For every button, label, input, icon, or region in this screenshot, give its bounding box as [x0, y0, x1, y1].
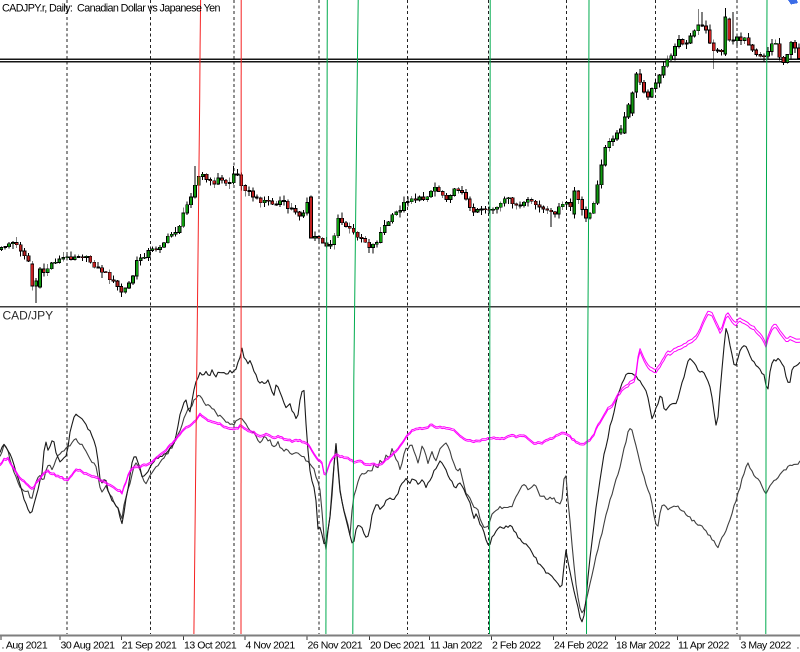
svg-text:24 Feb 2022: 24 Feb 2022	[554, 640, 609, 652]
svg-text:20 Dec 2021: 20 Dec 2021	[370, 640, 425, 652]
svg-text:3 May 2022: 3 May 2022	[741, 640, 792, 652]
svg-text:2 Feb 2022: 2 Feb 2022	[492, 640, 541, 652]
svg-text:.: .	[797, 640, 799, 652]
svg-text:CADJPY.r, Daily: Canadian Dol: CADJPY.r, Daily: Canadian Dollar vs Japa…	[2, 3, 221, 15]
svg-text:13 Oct 2021: 13 Oct 2021	[184, 640, 237, 652]
svg-text:4 Nov 2021: 4 Nov 2021	[246, 640, 296, 652]
svg-text:. Aug 2021: . Aug 2021	[2, 640, 48, 652]
svg-text:11 Apr 2022: 11 Apr 2022	[678, 640, 730, 652]
svg-text:26 Nov 2021: 26 Nov 2021	[308, 640, 363, 652]
svg-text:30 Aug 2021: 30 Aug 2021	[61, 640, 116, 652]
svg-text:CAD/JPY: CAD/JPY	[3, 309, 54, 323]
svg-text:21 Sep 2021: 21 Sep 2021	[122, 640, 177, 652]
svg-text:18 Mar 2022: 18 Mar 2022	[616, 640, 671, 652]
svg-text:11 Jan 2022: 11 Jan 2022	[430, 640, 483, 652]
